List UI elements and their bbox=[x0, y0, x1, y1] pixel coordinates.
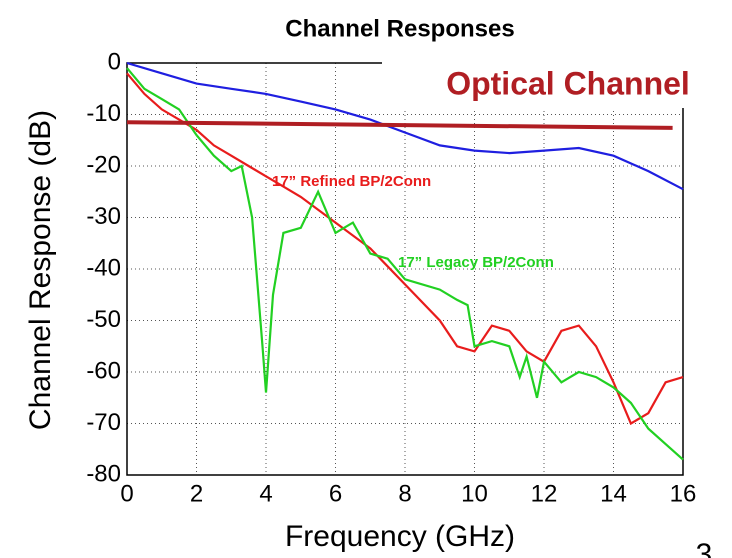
series-label: 17” Refined BP/2Conn bbox=[272, 173, 431, 190]
y-tick-label: -10 bbox=[86, 100, 121, 127]
y-tick-label: -20 bbox=[86, 151, 121, 178]
series-line bbox=[126, 61, 684, 191]
x-tick-label: 16 bbox=[670, 480, 697, 507]
y-tick-label: 0 bbox=[108, 48, 121, 75]
x-axis-label: Frequency (GHz) bbox=[285, 520, 515, 553]
x-tick-label: 6 bbox=[329, 480, 342, 507]
page-number: 3 bbox=[696, 538, 713, 558]
chart-title: Channel Responses bbox=[285, 15, 514, 42]
series-line bbox=[126, 67, 684, 461]
x-tick-label: 12 bbox=[531, 480, 558, 507]
series-line bbox=[126, 72, 684, 426]
y-tick-label: -80 bbox=[86, 460, 121, 487]
x-tick-label: 0 bbox=[120, 480, 133, 507]
y-tick-label: -30 bbox=[86, 203, 121, 230]
annotation-box bbox=[382, 62, 727, 108]
x-tick-label: 14 bbox=[600, 480, 627, 507]
y-tick-label: -50 bbox=[86, 306, 121, 333]
y-axis-label: Channel Response (dB) bbox=[24, 110, 57, 430]
x-tick-label: 2 bbox=[190, 480, 203, 507]
series-line bbox=[126, 120, 673, 130]
series-label: 17” Legacy BP/2Conn bbox=[398, 254, 554, 271]
annotation: Optical Channel bbox=[446, 65, 690, 101]
x-tick-label: 4 bbox=[259, 480, 272, 507]
x-tick-label: 10 bbox=[461, 480, 488, 507]
y-tick-label: -60 bbox=[86, 357, 121, 384]
x-tick-label: 8 bbox=[398, 480, 411, 507]
y-tick-label: -70 bbox=[86, 409, 121, 436]
y-tick-label: -40 bbox=[86, 254, 121, 281]
